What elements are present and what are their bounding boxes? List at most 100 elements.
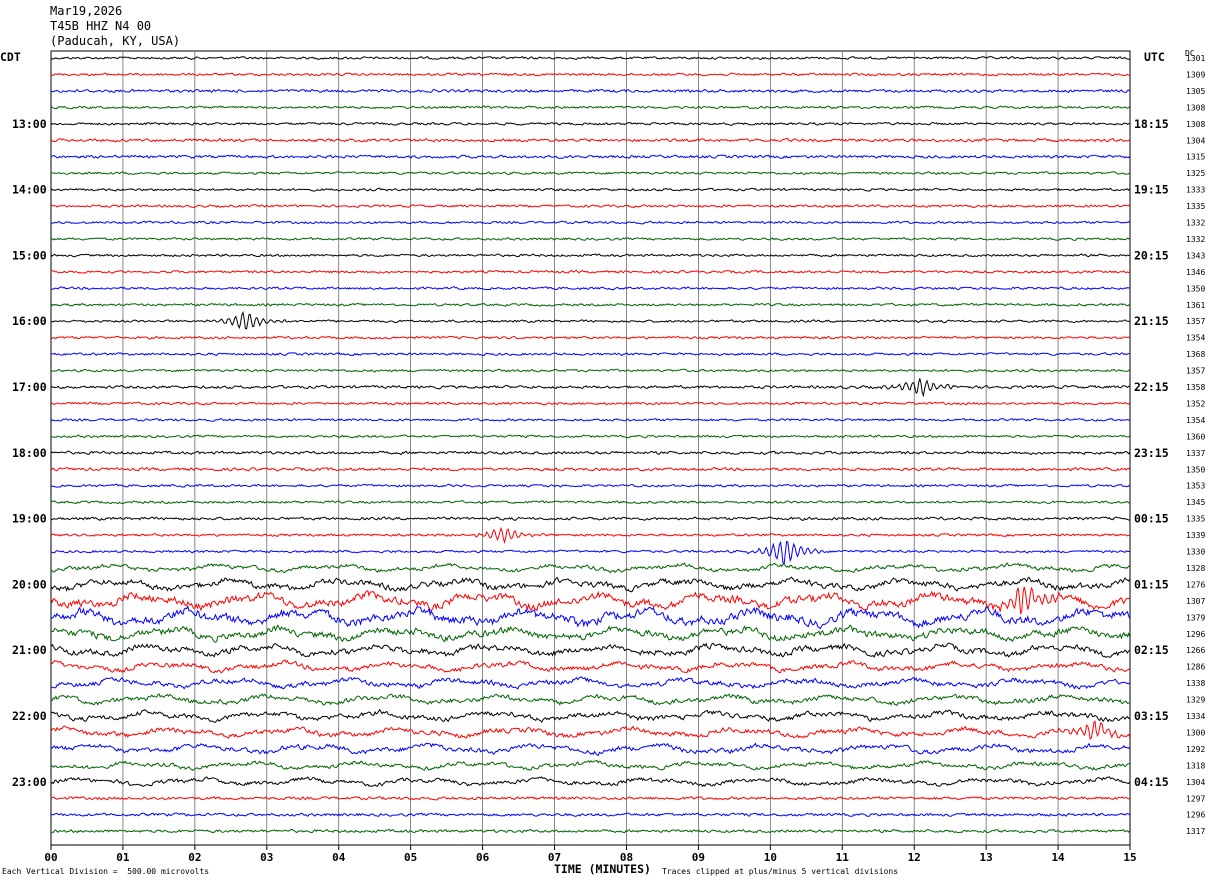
dc-offset-label: 1309 (1186, 70, 1205, 79)
x-tick-label: 00 (44, 851, 57, 864)
x-tick-label: 01 (116, 851, 130, 864)
x-tick-label: 04 (332, 851, 346, 864)
seismic-trace (50, 56, 1130, 60)
seismic-trace (50, 708, 1130, 723)
seismic-trace (50, 253, 1130, 258)
dc-offset-label: 1333 (1186, 186, 1205, 195)
dc-offset-label: 1296 (1186, 811, 1205, 820)
x-axis-title: TIME (MINUTES) (554, 862, 651, 876)
left-hour-label: 20:00 (12, 577, 47, 591)
dc-offset-label: 1296 (1186, 630, 1205, 639)
left-hour-label: 22:00 (12, 709, 47, 723)
dc-offset-label: 1329 (1186, 696, 1205, 705)
seismic-trace (50, 576, 1131, 593)
x-tick-label: 06 (476, 851, 490, 864)
dc-offset-label: 1308 (1186, 103, 1205, 112)
seismic-trace (51, 676, 1131, 690)
seismic-trace (51, 154, 1131, 159)
dc-offset-label: 1379 (1186, 613, 1205, 622)
dc-offset-label: 1345 (1186, 498, 1205, 507)
dc-offset-label: 1357 (1186, 317, 1205, 326)
seismic-trace (50, 88, 1131, 94)
seismic-trace (50, 378, 1130, 398)
plot-frame (50, 50, 1131, 846)
dc-offset-label: 1343 (1186, 251, 1205, 260)
dc-offset-label: 1305 (1186, 87, 1205, 96)
right-hour-label: 18:15 (1134, 117, 1169, 131)
dc-offset-label: 1317 (1186, 827, 1205, 836)
x-tick-label: 10 (764, 851, 777, 864)
seismic-trace (50, 483, 1131, 488)
seismic-trace (50, 171, 1131, 176)
right-hour-label: 19:15 (1134, 183, 1169, 197)
seismic-trace (50, 434, 1131, 439)
right-hour-label: 21:15 (1134, 314, 1169, 328)
seismic-trace (50, 286, 1130, 291)
seismic-trace (50, 137, 1130, 143)
dc-offset-label: 1315 (1186, 153, 1205, 162)
x-tick-label: 11 (836, 851, 850, 864)
dc-offset-label: 1308 (1186, 120, 1205, 129)
header-date: Mar19,2026 (50, 4, 123, 18)
dc-offset-label: 1335 (1186, 515, 1205, 524)
seismic-trace (50, 302, 1131, 307)
dc-offset-label: 1332 (1186, 235, 1205, 244)
seismic-trace (50, 187, 1131, 192)
dc-offset-label: 1286 (1186, 663, 1205, 672)
seismic-trace (50, 466, 1130, 472)
right-hour-label: 23:15 (1134, 446, 1169, 460)
seismic-trace (50, 352, 1130, 356)
seismic-trace (50, 105, 1131, 110)
dc-offset-label: 1360 (1186, 432, 1205, 441)
seismic-trace (50, 401, 1131, 406)
right-hour-label: 04:15 (1134, 775, 1169, 789)
seismic-trace (50, 269, 1130, 274)
seismic-trace (50, 450, 1131, 456)
right-hour-label: 00:15 (1134, 512, 1169, 526)
left-timezone-label: CDT (0, 50, 21, 64)
seismic-trace (50, 604, 1131, 630)
seismic-trace (50, 237, 1131, 241)
right-hour-label: 22:15 (1134, 380, 1169, 394)
dc-offset-label: 1353 (1186, 482, 1205, 491)
header-station: T45B HHZ N4 00 (50, 19, 152, 33)
seismic-trace (50, 796, 1131, 801)
x-tick-label: 13 (980, 851, 993, 864)
x-tick-label: 05 (404, 851, 417, 864)
seismic-trace (50, 659, 1130, 674)
dc-offset-label: 1339 (1186, 531, 1205, 540)
dc-offset-label: 1335 (1186, 202, 1205, 211)
seismic-trace (50, 417, 1130, 422)
left-hour-label: 14:00 (12, 183, 47, 197)
seismic-trace (50, 310, 1130, 330)
seismic-trace (50, 500, 1131, 505)
x-tick-label: 12 (908, 851, 921, 864)
dc-offset-label: 1368 (1186, 350, 1205, 359)
left-hour-label: 19:00 (12, 512, 47, 526)
dc-header: DC (1185, 49, 1195, 58)
x-tick-label: 07 (548, 851, 561, 864)
x-tick-label: 02 (188, 851, 201, 864)
dc-offset-label: 1300 (1186, 728, 1205, 737)
header-location: (Paducah, KY, USA) (50, 34, 181, 48)
seismic-trace (50, 586, 1130, 615)
dc-offset-label: 1325 (1186, 169, 1205, 178)
dc-offset-label: 1330 (1186, 548, 1205, 557)
seismic-trace (50, 516, 1130, 521)
dc-offset-label: 1297 (1186, 794, 1205, 803)
dc-offset-label: 1307 (1186, 597, 1205, 606)
seismic-trace (50, 720, 1131, 741)
dc-offset-label: 1301 (1186, 54, 1205, 63)
dc-offset-label: 1328 (1186, 564, 1205, 573)
left-hour-label: 16:00 (12, 314, 47, 328)
right-timezone-label: UTC (1144, 50, 1165, 64)
seismic-trace (50, 203, 1131, 209)
seismic-trace (50, 812, 1131, 817)
x-tick-label: 03 (260, 851, 273, 864)
seismic-trace (50, 776, 1131, 788)
seismic-trace (50, 121, 1130, 126)
dc-offset-label: 1358 (1186, 383, 1205, 392)
dc-offset-label: 1338 (1186, 679, 1205, 688)
seismic-trace (50, 220, 1131, 225)
seismic-trace (50, 540, 1130, 565)
